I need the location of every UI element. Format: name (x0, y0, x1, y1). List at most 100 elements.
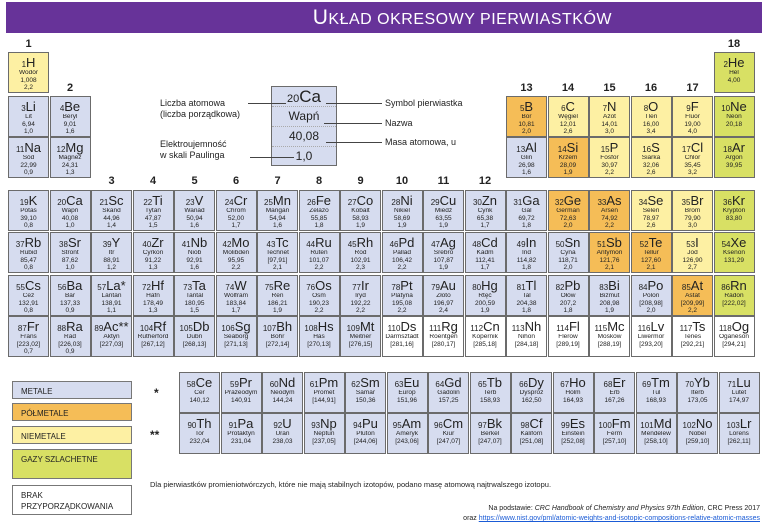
element-cell-ar[interactable]: 18Ar Argon 39,95 (713, 137, 755, 178)
element-cell-lv[interactable]: 116Lv Liwermor [293,20] (630, 316, 672, 357)
element-cell-hs[interactable]: 108Hs Has [270,13] (298, 316, 340, 357)
element-cell-at[interactable]: 85At Astat [209,99] 2,2 (672, 275, 713, 316)
element-cell-co[interactable]: 27Co Kobalt 58,93 1,9 (340, 190, 381, 231)
element-cell-mt[interactable]: 109Mt Meitner [276,15] (340, 316, 381, 357)
element-cell-ne[interactable]: 10Ne Neon 20,18 (713, 96, 755, 137)
element-cell-hf[interactable]: 72Hf Hafn 178,49 1,3 (132, 275, 174, 316)
element-cell-ts[interactable]: 117Ts Tenes [292,21] (672, 316, 713, 357)
element-cell-lu[interactable]: 71Lu Lutet 174,97 (718, 372, 760, 413)
element-cell-i[interactable]: 53I Jod 126,90 2,7 (672, 232, 713, 273)
element-cell-mc[interactable]: 115Mc Moskow [288,19] (589, 316, 630, 357)
element-cell-au[interactable]: 79Au Złoto 196,97 2,4 (423, 275, 464, 316)
element-cell-ta[interactable]: 73Ta Tantal 180,95 1,5 (174, 275, 215, 316)
element-cell-w[interactable]: 74W Wolfram 183,84 1,7 (215, 275, 257, 316)
element-cell-fl[interactable]: 114Fl Flerow [289,19] (547, 316, 589, 357)
element-cell-os[interactable]: 76Os Osm 190,23 2,2 (298, 275, 340, 316)
element-cell-ni[interactable]: 28Ni Nikiel 58,69 1,9 (381, 190, 423, 231)
element-cell-mg[interactable]: 12Mg Magnez 24,31 1,3 (49, 137, 91, 178)
element-cell-tl[interactable]: 81Tl Tal 204,38 1,8 (506, 275, 547, 316)
element-cell-zn[interactable]: 30Zn Cynk 65,38 1,7 (464, 190, 506, 231)
element-cell-sg[interactable]: 106Sg Seaborg [271,13] (215, 316, 257, 357)
element-cell-b[interactable]: 5B Bor 10,81 2,0 (506, 96, 547, 137)
element-cell-as[interactable]: 33As Arsen 74,92 2,2 (589, 190, 630, 231)
element-cell-n[interactable]: 7N Azot 14,01 3,0 (589, 96, 630, 137)
element-cell-tm[interactable]: 69Tm Tul 168,93 (635, 372, 677, 413)
element-cell-sb[interactable]: 51Sb Antymon 121,76 2,1 (589, 232, 630, 273)
element-cell-er[interactable]: 68Er Erb 167,26 (594, 372, 635, 413)
element-cell-o[interactable]: 8O Tlen 16,00 3,4 (630, 96, 672, 137)
element-cell-he[interactable]: 2He Hel 4,00 (713, 52, 755, 93)
element-cell-zr[interactable]: 40Zr Cyrkon 91,22 1,3 (132, 232, 174, 273)
element-cell-v[interactable]: 23V Wanad 50,94 1,6 (174, 190, 215, 231)
element-cell-nh[interactable]: 113Nh Nihon [284,18] (506, 316, 547, 357)
element-cell-ti[interactable]: 22Ti Tytan 47,87 1,5 (132, 190, 174, 231)
element-cell-dy[interactable]: 66Dy Dysproz 162,50 (511, 372, 552, 413)
element-cell-ho[interactable]: 67Ho Holm 164,93 (552, 372, 594, 413)
element-cell-ce[interactable]: 58Ce Cer 140,12 (179, 372, 220, 413)
element-cell-nb[interactable]: 41Nb Niob 92,91 1,6 (174, 232, 215, 273)
element-cell-al[interactable]: 13Al Glin 26,98 1,6 (506, 137, 547, 178)
element-cell-fm[interactable]: 100Fm Ferm [257,10] (594, 413, 635, 454)
element-cell-k[interactable]: 19K Potas 39,10 0,8 (8, 190, 49, 231)
element-cell-ac[interactable]: 89Ac** Aktyn [227,03] (91, 316, 132, 357)
element-cell-pr[interactable]: 59Pr Prazeodym 140,91 (220, 372, 262, 413)
element-cell-sr[interactable]: 38Sr Stront 87,62 1,0 (49, 232, 91, 273)
element-cell-kr[interactable]: 36Kr Krypton 83,80 (713, 190, 755, 231)
element-cell-sn[interactable]: 50Sn Cyna 118,71 2,0 (547, 232, 589, 273)
element-cell-cs[interactable]: 55Cs Cez 132,91 0,8 (8, 275, 49, 316)
element-cell-mo[interactable]: 42Mo Molibden 95,95 2,2 (215, 232, 257, 273)
element-cell-pu[interactable]: 94Pu Pluton [244,06] (345, 413, 386, 454)
element-cell-h[interactable]: 1H Wodór 1,008 2,2 (8, 52, 49, 93)
element-cell-rg[interactable]: 111Rg Roentgen [280,17] (423, 316, 464, 357)
element-cell-xe[interactable]: 54Xe Ksenon 131,29 (713, 232, 755, 273)
element-cell-nd[interactable]: 60Nd Neodym 144,24 (262, 372, 303, 413)
element-cell-rf[interactable]: 104Rf Rutherford [267,12] (132, 316, 174, 357)
element-cell-c[interactable]: 6C Węgiel 12,01 2,6 (547, 96, 589, 137)
element-cell-cn[interactable]: 112Cn Kopernik [285,18] (464, 316, 506, 357)
element-cell-pa[interactable]: 91Pa Protaktyn 231,04 (220, 413, 262, 454)
element-cell-te[interactable]: 52Te Tellur 127,60 2,1 (630, 232, 672, 273)
element-cell-am[interactable]: 95Am Ameryk [243,06] (386, 413, 428, 454)
element-cell-si[interactable]: 14Si Krzem 28,09 1,9 (547, 137, 589, 178)
element-cell-th[interactable]: 90Th Tor 232,04 (179, 413, 220, 454)
element-cell-be[interactable]: 4Be Beryl 9,01 1,6 (49, 96, 91, 137)
source-link[interactable]: https://www.nist.gov/pml/atomic-weights-… (478, 515, 760, 522)
element-cell-li[interactable]: 3Li Lit 6,94 1,0 (8, 96, 49, 137)
element-cell-no[interactable]: 102No Nobel [259,10] (677, 413, 718, 454)
element-cell-ge[interactable]: 32Ge German 72,63 2,0 (547, 190, 589, 231)
element-cell-br[interactable]: 35Br Brom 79,90 3,0 (672, 190, 713, 231)
element-cell-db[interactable]: 105Db Dubn [268,13] (174, 316, 215, 357)
element-cell-ds[interactable]: 110Ds Darmsztadt [281,16] (381, 316, 423, 357)
element-cell-og[interactable]: 118Og Oganeson [294,21] (713, 316, 755, 357)
element-cell-cm[interactable]: 96Cm Kiur [247,07] (428, 413, 469, 454)
element-cell-ga[interactable]: 31Ga Gal 69,72 1,8 (506, 190, 547, 231)
element-cell-y[interactable]: 39Y Itr 88,91 1,2 (91, 232, 132, 273)
element-cell-re[interactable]: 75Re Ren 186,21 1,9 (257, 275, 298, 316)
element-cell-po[interactable]: 84Po Polon [208,98] 2,0 (630, 275, 672, 316)
element-cell-es[interactable]: 99Es Einstein [252,08] (552, 413, 594, 454)
element-cell-ca[interactable]: 20Ca Wapń 40,08 1,0 (49, 190, 91, 231)
element-cell-rb[interactable]: 37Rb Rubid 85,47 0,8 (8, 232, 49, 273)
element-cell-in[interactable]: 49In Ind 114,82 1,8 (506, 232, 547, 273)
element-cell-rh[interactable]: 45Rh Rod 102,91 2,3 (340, 232, 381, 273)
element-cell-bk[interactable]: 97Bk Berkel [247,07] (469, 413, 511, 454)
element-cell-pm[interactable]: 61Pm Promet [144,91] (303, 372, 345, 413)
element-cell-hg[interactable]: 80Hg Rtęć 200,59 1,9 (464, 275, 506, 316)
element-cell-p[interactable]: 15P Fosfor 30,97 2,2 (589, 137, 630, 178)
element-cell-gd[interactable]: 64Gd Gadolin 157,25 (428, 372, 469, 413)
element-cell-ir[interactable]: 77Ir Iryd 192,22 2,2 (340, 275, 381, 316)
element-cell-np[interactable]: 93Np Neptun [237,05] (303, 413, 345, 454)
element-cell-cf[interactable]: 98Cf Kaliforn [251,08] (511, 413, 552, 454)
element-cell-tc[interactable]: 43Tc Technet [97,91] 2,1 (257, 232, 298, 273)
element-cell-md[interactable]: 101Md Mendelew [258,10] (635, 413, 677, 454)
element-cell-cl[interactable]: 17Cl Chlor 35,45 3,2 (672, 137, 713, 178)
element-cell-cu[interactable]: 29Cu Miedź 63,55 1,9 (423, 190, 464, 231)
element-cell-pt[interactable]: 78Pt Platyna 195,08 2,2 (381, 275, 423, 316)
element-cell-mn[interactable]: 25Mn Mangan 54,94 1,6 (257, 190, 298, 231)
element-cell-se[interactable]: 34Se Selen 78,97 2,6 (630, 190, 672, 231)
element-cell-bh[interactable]: 107Bh Bohr [272,14] (257, 316, 298, 357)
element-cell-sc[interactable]: 21Sc Skand 44,96 1,4 (91, 190, 132, 231)
element-cell-tb[interactable]: 65Tb Terb 158,93 (469, 372, 511, 413)
element-cell-u[interactable]: 92U Uran 238,03 (262, 413, 303, 454)
element-cell-rn[interactable]: 86Rn Radon [222,02] (713, 275, 755, 316)
